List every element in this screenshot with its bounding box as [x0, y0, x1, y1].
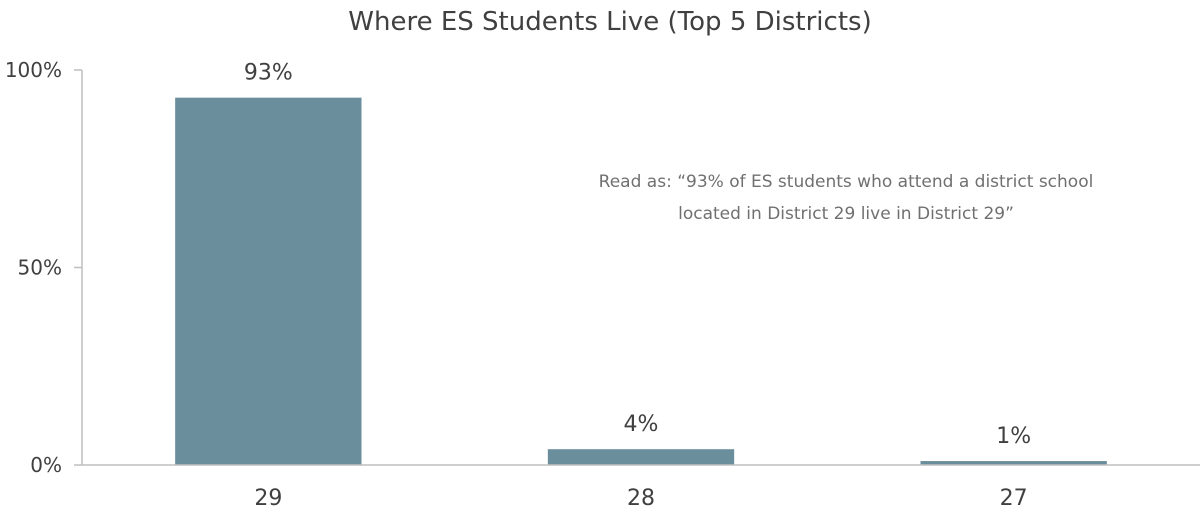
y-tick-label: 0%	[30, 453, 62, 477]
data-label: 93%	[244, 61, 293, 86]
data-label: 4%	[624, 412, 659, 437]
annotation-line-2: located in District 29 live in District …	[678, 204, 1014, 224]
bar-district-27	[920, 461, 1107, 465]
annotation-line-1: Read as: “93% of ES students who attend …	[599, 172, 1094, 192]
x-tick-label: 28	[627, 486, 655, 511]
y-axis: 0% 50% 100%	[5, 58, 83, 477]
x-tick-label: 29	[254, 486, 282, 511]
chart-title: Where ES Students Live (Top 5 Districts)	[348, 7, 871, 37]
bar-district-28	[547, 449, 735, 465]
x-axis: 29 28 27	[82, 464, 1200, 511]
bars: 93% 4% 1%	[175, 61, 1107, 466]
y-tick-label: 50%	[18, 256, 62, 280]
x-tick-label: 27	[1000, 486, 1028, 511]
data-label: 1%	[996, 424, 1031, 449]
bar-district-29	[175, 97, 362, 466]
y-tick-label: 100%	[5, 58, 62, 82]
